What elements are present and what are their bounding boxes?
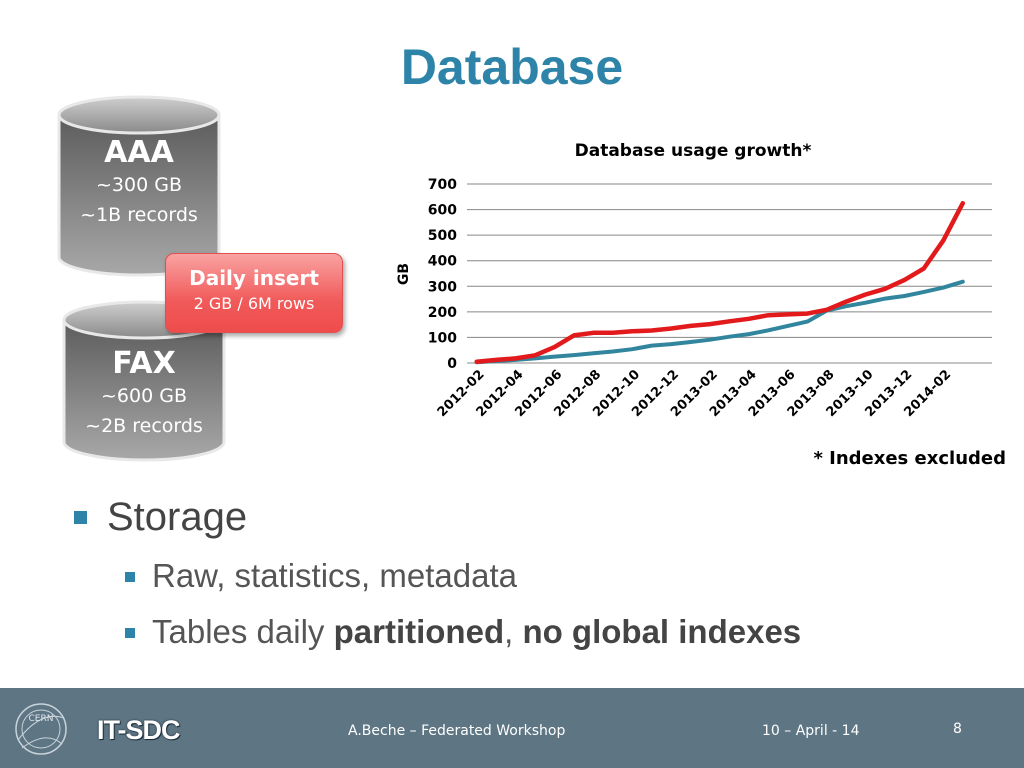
- bullet-text-bold-indexes: no global indexes: [522, 613, 802, 650]
- bullet-text: Raw, statistics, metadata: [152, 557, 517, 594]
- bullet-text-separator: ,: [504, 613, 523, 650]
- chart-y-tick-label: 700: [428, 177, 457, 193]
- bullet-square-icon: [74, 511, 87, 524]
- chart-y-tick-label: 100: [428, 330, 457, 346]
- cylinder-records: ~1B records: [80, 204, 198, 226]
- cern-logo-text: CERN: [29, 714, 54, 724]
- bullet-text-bold-partitioned: partitioned: [333, 613, 505, 650]
- cern-logo-icon: CERN: [15, 703, 67, 755]
- page-number: 8: [953, 721, 962, 737]
- cylinder-name: FAX: [112, 346, 176, 381]
- bullet-text-prefix: Tables daily: [152, 613, 334, 650]
- slide-footer: CERN IT-SDC A.Beche – Federated Workshop…: [0, 688, 1024, 768]
- bullet-raw-statistics: Raw, statistics, metadata: [125, 557, 1010, 613]
- bullet-list: Storage Raw, statistics, metadata Tables…: [70, 495, 1010, 669]
- daily-insert-title: Daily insert: [189, 266, 319, 290]
- slide-title: Database: [400, 39, 624, 95]
- chart-y-tick-label: 300: [428, 279, 457, 295]
- chart-series-line: [474, 279, 965, 365]
- bullet-text: Storage: [107, 495, 248, 539]
- database-cylinder-aaa: AAA ~300 GB ~1B records: [55, 95, 223, 277]
- bullet-storage: Storage: [70, 495, 1010, 545]
- cylinder-size: ~600 GB: [101, 385, 187, 407]
- chart-y-tick-label: 500: [428, 228, 457, 244]
- chart-y-axis-label: GB: [396, 263, 412, 285]
- bullet-tables-partitioned: Tables daily partitioned, no global inde…: [125, 613, 1010, 669]
- footer-date: 10 – April - 14: [762, 723, 860, 739]
- daily-insert-callout: Daily insert 2 GB / 6M rows: [165, 253, 343, 333]
- chart-y-tick-label: 0: [447, 356, 457, 372]
- chart-y-tick-label: 400: [428, 254, 457, 270]
- chart-series-line: [474, 200, 966, 364]
- chart-footnote: * Indexes excluded: [813, 448, 1006, 469]
- org-name: IT-SDC: [97, 715, 181, 745]
- bullet-text: Tables daily partitioned, no global inde…: [152, 613, 801, 651]
- footer-author: A.Beche – Federated Workshop: [348, 723, 566, 739]
- database-usage-chart: Database usage growth* GB 0 100 200 300 400 5…: [396, 141, 1006, 469]
- bullet-square-icon: [125, 572, 135, 582]
- cylinder-shape: [57, 95, 221, 277]
- daily-insert-detail: 2 GB / 6M rows: [193, 294, 315, 313]
- cylinder-name: AAA: [104, 135, 174, 170]
- chart-y-tick-label: 600: [428, 203, 457, 219]
- chart-title: Database usage growth*: [575, 141, 812, 161]
- bullet-square-icon: [125, 628, 135, 638]
- cylinder-size: ~300 GB: [96, 174, 182, 196]
- cylinder-records: ~2B records: [85, 415, 203, 437]
- chart-y-tick-label: 200: [428, 305, 457, 321]
